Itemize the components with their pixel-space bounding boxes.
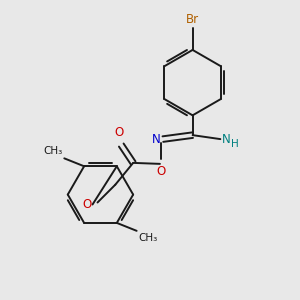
- Text: CH₃: CH₃: [139, 233, 158, 243]
- Text: Br: Br: [186, 13, 199, 26]
- Text: O: O: [156, 165, 166, 178]
- Text: CH₃: CH₃: [43, 146, 62, 156]
- Text: O: O: [82, 198, 92, 211]
- Text: N: N: [222, 133, 231, 146]
- Text: O: O: [115, 126, 124, 139]
- Text: N: N: [152, 133, 161, 146]
- Text: H: H: [231, 139, 239, 149]
